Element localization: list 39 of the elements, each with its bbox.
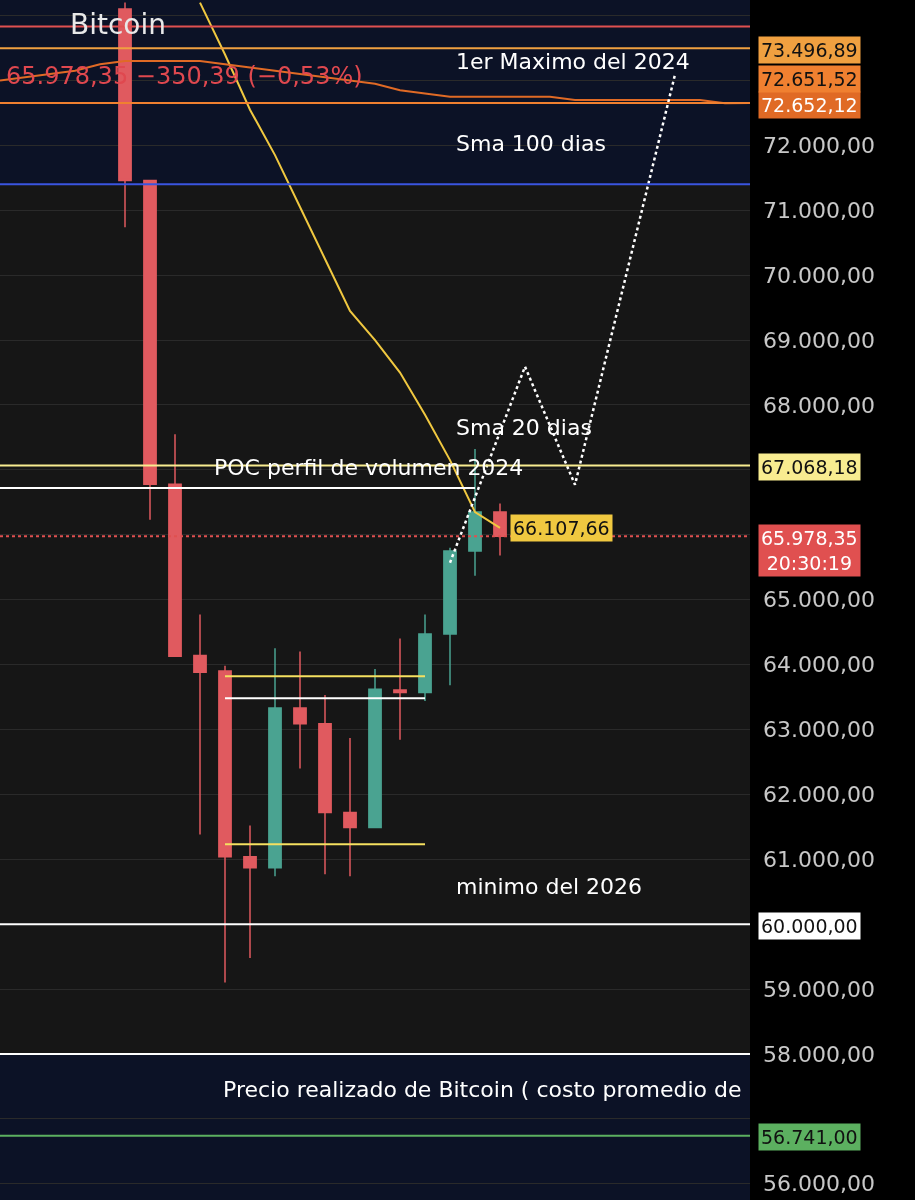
data-label: 72.652,12 <box>761 94 858 116</box>
ref-line-label: 56.741,00 <box>761 1126 858 1148</box>
data-label: 66.107,66 <box>513 517 610 539</box>
candlestick <box>443 547 457 687</box>
y-tick-label: 70.000,00 <box>763 262 875 288</box>
y-tick-label: 58.000,00 <box>763 1041 875 1067</box>
y-tick-label: 62.000,00 <box>763 782 875 808</box>
candlestick <box>418 613 432 702</box>
ref-line-label: 73.496,89 <box>761 39 858 61</box>
y-tick-label: 61.000,00 <box>763 846 875 872</box>
ref-line-label: 60.000,00 <box>761 915 858 937</box>
ref-line-label: 72.651,52 <box>761 68 858 90</box>
y-tick-label: 68.000,00 <box>763 392 875 418</box>
ref-line-label: 65.978,35 20:30:19 <box>761 527 858 574</box>
candlestick <box>193 613 207 836</box>
y-tick-label: 65.000,00 <box>763 587 875 613</box>
candlestick <box>143 179 157 521</box>
candlestick <box>318 694 332 875</box>
candlestick <box>268 647 282 877</box>
y-tick-label: 72.000,00 <box>763 133 875 159</box>
y-tick-label: 56.000,00 <box>763 1171 875 1197</box>
candlestick <box>368 668 382 829</box>
candlestick <box>168 433 182 657</box>
candlestick <box>218 665 232 984</box>
ref-line-label: 67.068,18 <box>761 456 858 478</box>
y-tick-label: 64.000,00 <box>763 652 875 678</box>
candlestick <box>343 737 357 877</box>
annotation: 1er Maximo del 2024 <box>456 49 690 74</box>
annotation: Sma 100 dias <box>456 131 606 156</box>
annotation: minimo del 2026 <box>456 874 643 899</box>
candlestick <box>393 637 407 741</box>
candlestick <box>493 502 507 557</box>
y-tick-label: 59.000,00 <box>763 976 875 1002</box>
y-tick-label: 63.000,00 <box>763 717 875 743</box>
candlestick <box>243 824 257 959</box>
y-tick-label: 69.000,00 <box>763 327 875 353</box>
candlestick <box>293 650 307 770</box>
annotation: Precio realizado de Bitcoin ( costo promedio de <box>223 1077 742 1102</box>
y-tick-label: 71.000,00 <box>763 197 875 223</box>
